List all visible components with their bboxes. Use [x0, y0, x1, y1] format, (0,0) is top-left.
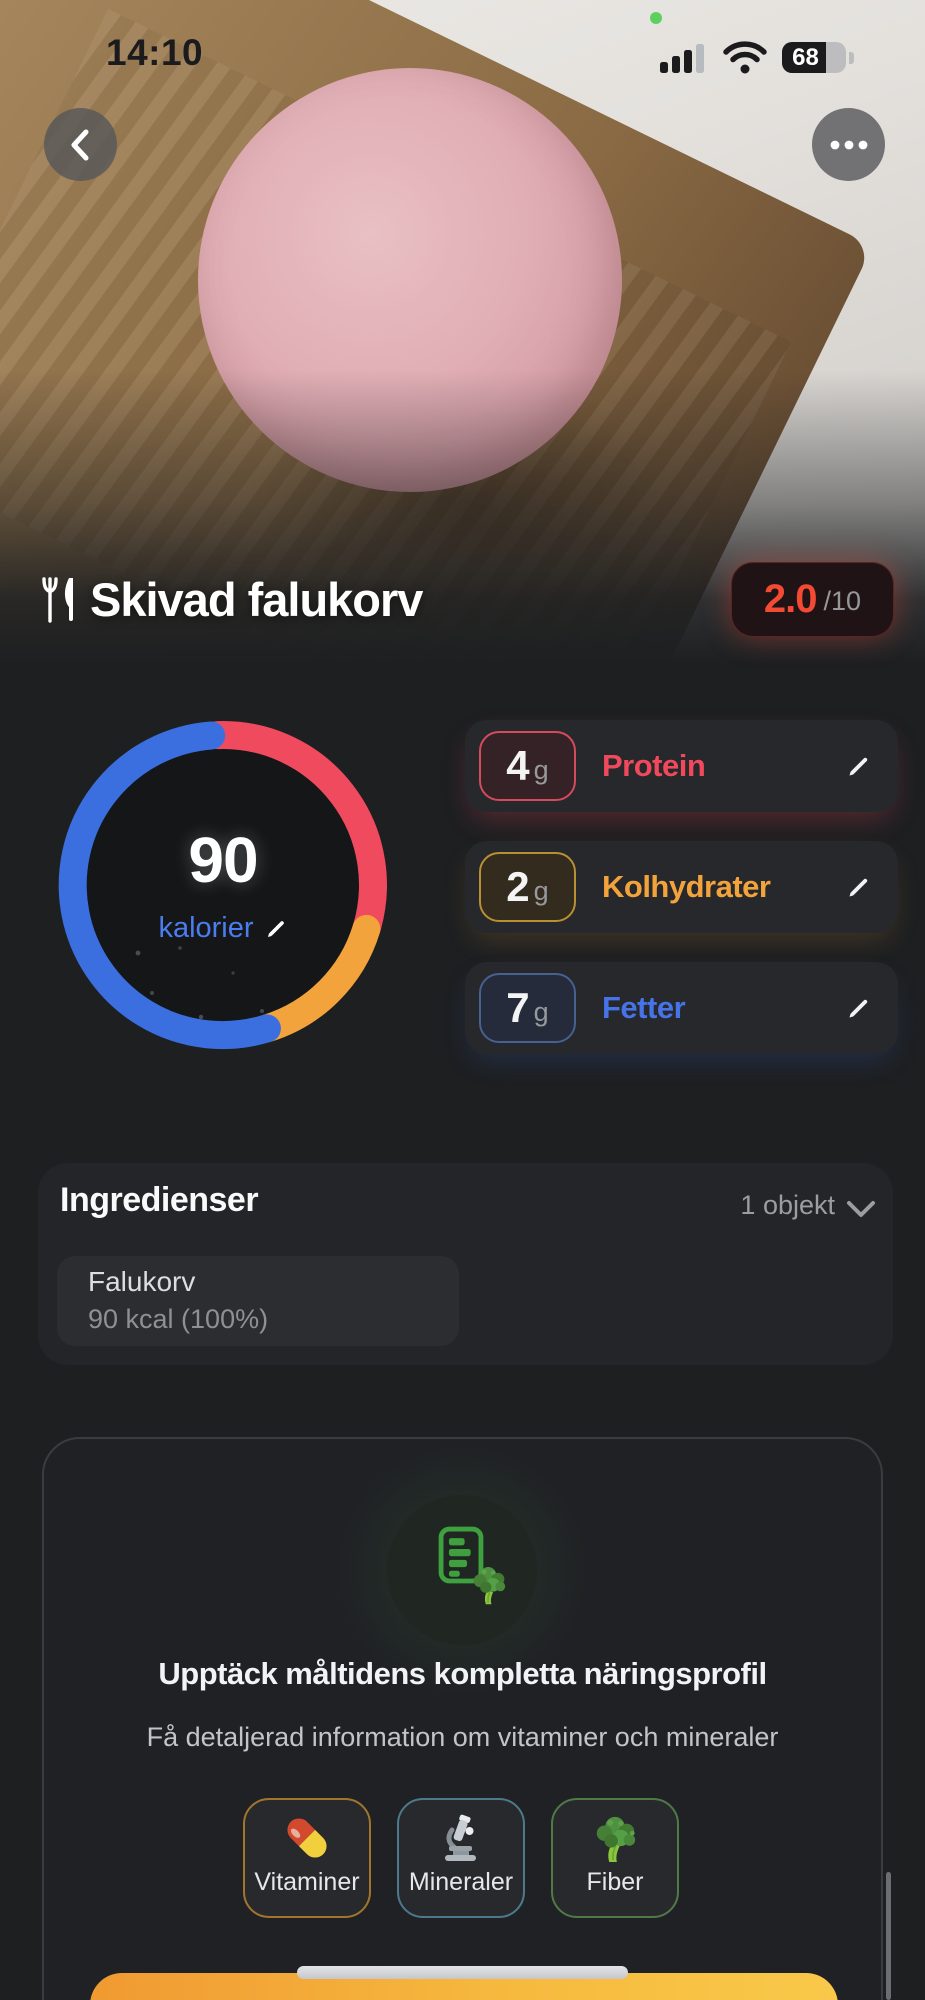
- protein-label: Protein: [602, 748, 706, 783]
- calorie-ring-chart: [58, 721, 387, 1049]
- battery-icon: 68: [782, 42, 846, 73]
- broccoli-small-icon: [473, 1567, 506, 1605]
- scrollbar-thumb[interactable]: [886, 1872, 891, 2000]
- fork-knife-icon: [42, 577, 73, 623]
- wifi-icon: [723, 41, 767, 74]
- chevron-left-icon: [71, 129, 88, 160]
- more-options-button[interactable]: [812, 108, 885, 181]
- vitamins-button[interactable]: Vitaminer: [243, 1798, 371, 1918]
- calorie-label-row[interactable]: kalorier: [53, 912, 393, 945]
- nutrition-title: Upptäck måltidens kompletta näringsprofi…: [158, 1656, 767, 1691]
- ingredient-name: Falukorv: [88, 1266, 196, 1297]
- health-score-value: 2.0: [763, 577, 818, 621]
- macro-row-fat: 7 g Fetter: [465, 962, 898, 1054]
- ring-carbs-arc: [252, 914, 381, 1043]
- meal-photo: [0, 0, 925, 665]
- fiber-label: Fiber: [586, 1868, 644, 1896]
- carbs-value: 2: [506, 863, 529, 910]
- battery-fill: [782, 42, 826, 73]
- macro-row-carbs: 2 g Kolhydrater: [465, 841, 898, 933]
- calorie-label: kalorier: [158, 912, 254, 944]
- health-score-max: /10: [823, 586, 862, 616]
- vitamins-label: Vitaminer: [254, 1868, 360, 1896]
- minerals-button[interactable]: Mineraler: [397, 1798, 525, 1918]
- fiber-button[interactable]: Fiber: [551, 1798, 679, 1918]
- ingredient-detail: 90 kcal (100%): [88, 1304, 269, 1334]
- carbs-amount-badge: 2 g: [479, 852, 576, 922]
- edit-protein-button[interactable]: [845, 753, 872, 780]
- health-score-badge: 2.0 /10: [731, 562, 894, 637]
- carbs-unit: g: [533, 875, 549, 906]
- macro-row-protein: 4 g Protein: [465, 720, 898, 812]
- fat-unit: g: [533, 996, 549, 1027]
- calorie-value: 90: [188, 824, 258, 896]
- ring-protein-arc: [203, 721, 387, 943]
- icon-disk: [387, 1495, 537, 1645]
- sheet-drag-handle[interactable]: [297, 1966, 628, 1979]
- cellular-signal-icon: [660, 44, 712, 73]
- edit-carbs-button[interactable]: [845, 874, 872, 901]
- pill-icon: [287, 1818, 327, 1858]
- privacy-indicator-dot: [650, 12, 662, 24]
- ingredients-title: Ingredienser: [60, 1181, 259, 1219]
- minerals-label: Mineraler: [408, 1868, 514, 1896]
- fat-value: 7: [506, 984, 529, 1031]
- edit-pencil-icon: [267, 920, 284, 937]
- chevron-down-icon[interactable]: [845, 1198, 877, 1220]
- battery-cap: [849, 52, 854, 64]
- nutrition-subtitle: Få detaljerad information om vitaminer o…: [146, 1722, 779, 1752]
- back-button[interactable]: [44, 108, 117, 181]
- ingredient-list-item[interactable]: [57, 1256, 459, 1346]
- meal-title: Skivad falukorv: [90, 573, 423, 626]
- microscope-icon: [445, 1814, 476, 1861]
- status-time: 14:10: [106, 32, 204, 73]
- protein-value: 4: [506, 742, 529, 789]
- protein-unit: g: [533, 754, 549, 785]
- protein-amount-badge: 4 g: [479, 731, 576, 801]
- ellipsis-icon: [830, 140, 867, 149]
- broccoli-icon: [596, 1816, 636, 1863]
- fat-amount-badge: 7 g: [479, 973, 576, 1043]
- carbs-label: Kolhydrater: [602, 869, 771, 904]
- ingredients-count[interactable]: 1 objekt: [740, 1190, 835, 1220]
- edit-fat-button[interactable]: [845, 995, 872, 1022]
- fat-label: Fetter: [602, 990, 686, 1025]
- battery-percent: 68: [792, 44, 819, 71]
- nutrition-list-icon: [438, 1526, 484, 1584]
- ring-fat-arc: [58, 721, 281, 1049]
